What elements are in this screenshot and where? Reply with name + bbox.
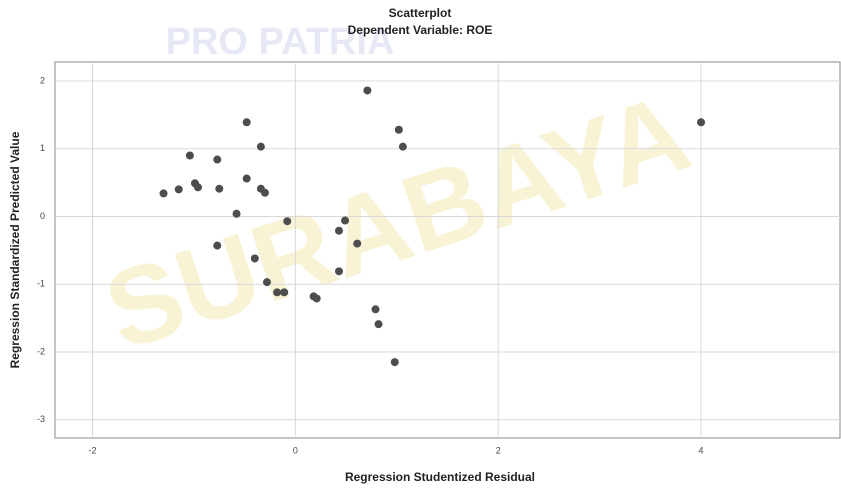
y-tick-label: 1 bbox=[40, 143, 45, 153]
point bbox=[391, 358, 399, 366]
watermark: SURABAYA bbox=[92, 70, 704, 373]
point bbox=[257, 143, 265, 151]
x-tick-label: 4 bbox=[699, 445, 704, 455]
point bbox=[375, 320, 383, 328]
chart-title: Scatterplot bbox=[389, 6, 452, 20]
point bbox=[353, 240, 361, 248]
point bbox=[186, 151, 194, 159]
point bbox=[283, 217, 291, 225]
point bbox=[213, 242, 221, 250]
point bbox=[160, 189, 168, 197]
x-tick-label: 2 bbox=[496, 445, 501, 455]
point bbox=[335, 227, 343, 235]
chart: PRO PATRIA SURABAYA Scatterplot Dependen… bbox=[0, 0, 841, 490]
point bbox=[341, 217, 349, 225]
y-tick-label: 2 bbox=[40, 75, 45, 85]
point bbox=[243, 175, 251, 183]
point bbox=[215, 185, 223, 193]
point bbox=[194, 183, 202, 191]
point bbox=[313, 294, 321, 302]
y-tick-label: 0 bbox=[40, 211, 45, 221]
point bbox=[280, 288, 288, 296]
point bbox=[213, 156, 221, 164]
point bbox=[395, 126, 403, 134]
y-tick-label: -1 bbox=[37, 279, 45, 289]
point bbox=[233, 210, 241, 218]
chart-subtitle: Dependent Variable: ROE bbox=[348, 23, 493, 37]
y-tick-label: -3 bbox=[37, 414, 45, 424]
x-tick-label: 0 bbox=[293, 445, 298, 455]
point bbox=[263, 278, 271, 286]
point bbox=[399, 143, 407, 151]
point bbox=[335, 267, 343, 275]
x-axis-label: Regression Studentized Residual bbox=[345, 470, 535, 484]
point bbox=[251, 254, 259, 262]
point bbox=[175, 185, 183, 193]
point bbox=[261, 189, 269, 197]
x-tick-label: -2 bbox=[89, 445, 97, 455]
point bbox=[243, 118, 251, 126]
point bbox=[363, 86, 371, 94]
y-axis-label: Regression Standardized Predicted Value bbox=[8, 131, 22, 368]
point bbox=[371, 305, 379, 313]
point bbox=[273, 288, 281, 296]
point bbox=[697, 118, 705, 126]
y-tick-label: -2 bbox=[37, 346, 45, 356]
